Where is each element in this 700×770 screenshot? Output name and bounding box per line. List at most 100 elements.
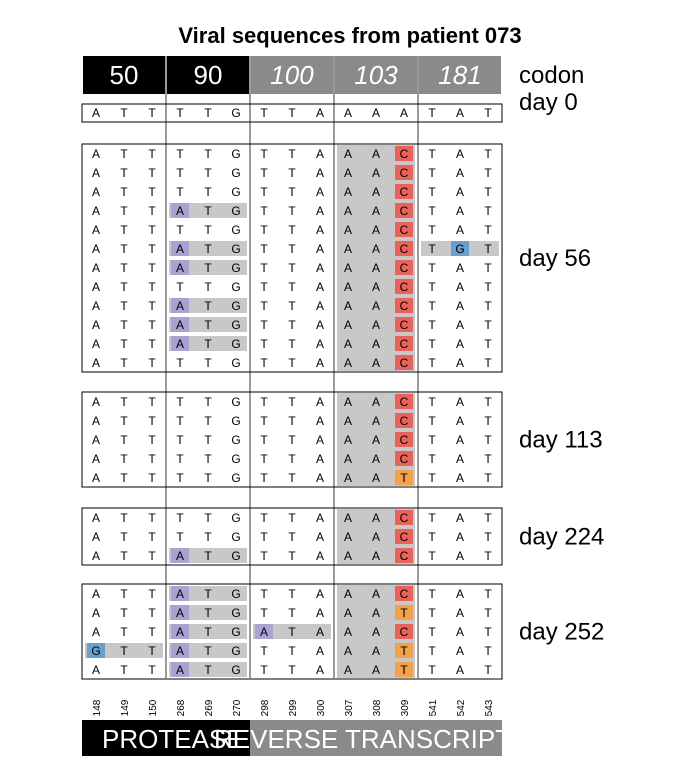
codon-row-label: codon bbox=[519, 62, 584, 89]
group-label: day 56 bbox=[519, 245, 591, 272]
sequence-base: T bbox=[484, 337, 492, 351]
sequence-base: A bbox=[176, 318, 184, 332]
sequence-base: T bbox=[400, 471, 408, 485]
mutated-base-highlight bbox=[395, 184, 413, 199]
sequence-base: C bbox=[400, 549, 409, 563]
sequence-base: G bbox=[231, 166, 240, 180]
sequence-base: T bbox=[148, 530, 156, 544]
group-frame bbox=[81, 391, 503, 488]
sequence-base: T bbox=[204, 644, 212, 658]
sequence-base: T bbox=[288, 147, 296, 161]
sequence-base: T bbox=[204, 356, 212, 370]
mutated-base-highlight bbox=[395, 643, 413, 658]
sequence-base: T bbox=[484, 433, 492, 447]
sequence-base: A bbox=[456, 280, 464, 294]
sequence-base: T bbox=[428, 280, 436, 294]
sequence-base: A bbox=[456, 549, 464, 563]
sequence-base: A bbox=[316, 433, 324, 447]
sequence-base: A bbox=[316, 587, 324, 601]
sequence-base: T bbox=[484, 185, 492, 199]
sequence-base: T bbox=[428, 166, 436, 180]
sequence-base: C bbox=[400, 280, 409, 294]
sequence-base: T bbox=[484, 511, 492, 525]
mutated-base-highlight bbox=[395, 394, 413, 409]
sequence-base: T bbox=[120, 318, 128, 332]
mutated-base-highlight bbox=[395, 548, 413, 563]
sequence-base: A bbox=[372, 471, 380, 485]
sequence-base: A bbox=[176, 625, 184, 639]
sequence-base: T bbox=[484, 280, 492, 294]
sequence-base: T bbox=[204, 625, 212, 639]
sequence-base: T bbox=[204, 223, 212, 237]
sequence-base: A bbox=[456, 395, 464, 409]
sequence-base: T bbox=[484, 587, 492, 601]
sequence-base: T bbox=[260, 185, 268, 199]
reference-base: A bbox=[400, 106, 408, 120]
sequence-base: A bbox=[456, 644, 464, 658]
sequence-base: T bbox=[288, 356, 296, 370]
sequence-base: T bbox=[428, 471, 436, 485]
sequence-base: T bbox=[260, 356, 268, 370]
reference-label: day 0 bbox=[519, 89, 578, 116]
position-label: 298 bbox=[260, 699, 271, 716]
sequence-base: T bbox=[204, 147, 212, 161]
mutated-base-highlight bbox=[395, 624, 413, 639]
sequence-base: T bbox=[288, 261, 296, 275]
reference-base: A bbox=[92, 106, 100, 120]
sequence-base: T bbox=[148, 204, 156, 218]
sequence-base: T bbox=[204, 185, 212, 199]
sequence-base: A bbox=[344, 511, 352, 525]
sequence-base: T bbox=[288, 663, 296, 677]
codon-header-label: 90 bbox=[194, 60, 223, 90]
sequence-base: T bbox=[484, 318, 492, 332]
sequence-base: A bbox=[316, 511, 324, 525]
mutated-base-highlight bbox=[171, 298, 189, 313]
position-label: 543 bbox=[484, 699, 495, 716]
mutated-base-highlight bbox=[171, 203, 189, 218]
sequence-base: A bbox=[316, 261, 324, 275]
sequence-base: A bbox=[316, 471, 324, 485]
sequence-base: T bbox=[176, 452, 184, 466]
group-frame bbox=[81, 583, 503, 680]
sequence-base: T bbox=[428, 606, 436, 620]
mutated-base-highlight bbox=[395, 432, 413, 447]
sequence-base: T bbox=[260, 587, 268, 601]
sequence-base: T bbox=[260, 204, 268, 218]
sequence-base: T bbox=[428, 318, 436, 332]
sequence-base: A bbox=[316, 395, 324, 409]
sequence-base: T bbox=[428, 204, 436, 218]
sequence-base: T bbox=[288, 606, 296, 620]
sequence-base: G bbox=[231, 242, 240, 256]
sequence-base: C bbox=[400, 395, 409, 409]
sequence-base: T bbox=[148, 625, 156, 639]
sequence-base: T bbox=[148, 356, 156, 370]
sequence-base: G bbox=[231, 471, 240, 485]
gene-bar-protease bbox=[82, 720, 250, 756]
mutated-base-highlight bbox=[395, 222, 413, 237]
sequence-base: A bbox=[372, 530, 380, 544]
sequence-base: C bbox=[400, 261, 409, 275]
sequence-base: T bbox=[148, 663, 156, 677]
sequence-base: A bbox=[92, 280, 100, 294]
codon-103-column-shade bbox=[337, 145, 415, 371]
sequence-base: A bbox=[456, 356, 464, 370]
codon-header-label: 50 bbox=[110, 60, 139, 90]
sequence-base: A bbox=[316, 549, 324, 563]
sequence-base: A bbox=[316, 185, 324, 199]
sequence-base: T bbox=[120, 337, 128, 351]
reference-base: T bbox=[120, 106, 128, 120]
reference-base: G bbox=[231, 106, 240, 120]
sequence-base: A bbox=[372, 414, 380, 428]
gene-bar-reverse-transcriptase bbox=[250, 720, 502, 756]
codon-header-box bbox=[335, 56, 417, 94]
sequence-base: G bbox=[231, 356, 240, 370]
sequence-base: T bbox=[120, 625, 128, 639]
mutated-base-highlight bbox=[395, 413, 413, 428]
sequence-base: T bbox=[176, 395, 184, 409]
sequence-base: T bbox=[148, 606, 156, 620]
sequence-base: A bbox=[176, 261, 184, 275]
mutated-base-highlight bbox=[395, 298, 413, 313]
sequence-base: T bbox=[120, 280, 128, 294]
sequence-base: A bbox=[176, 606, 184, 620]
sequence-base: A bbox=[456, 471, 464, 485]
